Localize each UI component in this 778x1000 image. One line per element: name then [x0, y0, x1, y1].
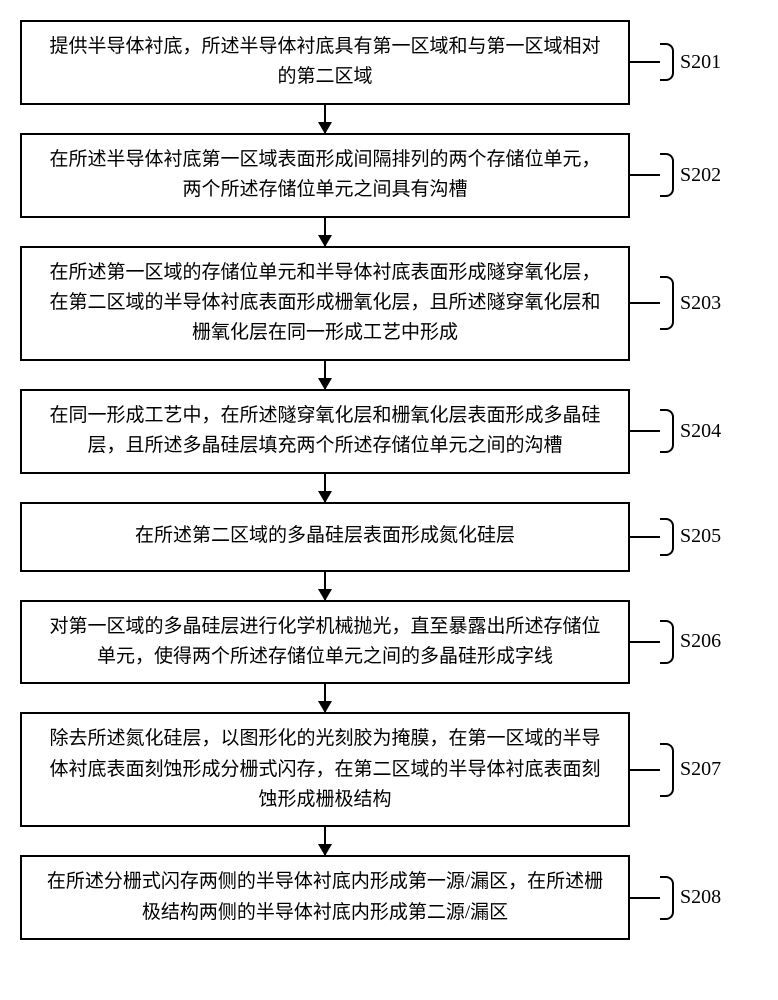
connector-bracket	[660, 409, 674, 453]
flowchart-step: 除去所述氮化硅层，以图形化的光刻胶为掩膜，在第一区域的半导体衬底表面刻蚀形成分栅…	[20, 712, 758, 827]
flowchart-step: 在所述半导体衬底第一区域表面形成间隔排列的两个存储位单元，两个所述存储位单元之间…	[20, 133, 758, 218]
step-connector: S208	[630, 876, 721, 920]
step-label: S206	[674, 630, 721, 653]
flowchart-container: 提供半导体衬底，所述半导体衬底具有第一区域和与第一区域相对的第二区域 S201 在所…	[20, 20, 758, 940]
step-box: 提供半导体衬底，所述半导体衬底具有第一区域和与第一区域相对的第二区域	[20, 20, 630, 105]
arrow-wrap	[20, 684, 630, 712]
arrow-wrap	[20, 361, 630, 389]
step-label: S203	[674, 292, 721, 315]
arrow-wrap	[20, 474, 630, 502]
arrow-down-icon	[324, 684, 326, 712]
connector-bracket	[660, 276, 674, 330]
connector-line	[630, 536, 660, 538]
step-box: 对第一区域的多晶硅层进行化学机械抛光，直至暴露出所述存储位单元，使得两个所述存储…	[20, 600, 630, 685]
arrow-down-icon	[324, 218, 326, 246]
flowchart-step: 在所述第一区域的存储位单元和半导体衬底表面形成隧穿氧化层，在第二区域的半导体衬底…	[20, 246, 758, 361]
arrow-wrap	[20, 827, 630, 855]
connector-line	[630, 897, 660, 899]
step-connector: S204	[630, 409, 721, 453]
connector-bracket	[660, 620, 674, 664]
step-box: 在所述第一区域的存储位单元和半导体衬底表面形成隧穿氧化层，在第二区域的半导体衬底…	[20, 246, 630, 361]
step-label: S202	[674, 164, 721, 187]
step-connector: S207	[630, 743, 721, 797]
step-label: S201	[674, 51, 721, 74]
step-box: 在所述半导体衬底第一区域表面形成间隔排列的两个存储位单元，两个所述存储位单元之间…	[20, 133, 630, 218]
step-connector: S205	[630, 518, 721, 556]
arrow-wrap	[20, 572, 630, 600]
flowchart-step: 在同一形成工艺中，在所述隧穿氧化层和栅氧化层表面形成多晶硅层，且所述多晶硅层填充…	[20, 389, 758, 474]
arrow-down-icon	[324, 105, 326, 133]
connector-line	[630, 61, 660, 63]
flowchart-step: 在所述第二区域的多晶硅层表面形成氮化硅层 S205	[20, 502, 758, 572]
step-box: 在所述第二区域的多晶硅层表面形成氮化硅层	[20, 502, 630, 572]
connector-bracket	[660, 876, 674, 920]
flowchart-step: 在所述分栅式闪存两侧的半导体衬底内形成第一源/漏区，在所述栅极结构两侧的半导体衬…	[20, 855, 758, 940]
arrow-wrap	[20, 218, 630, 246]
step-label: S205	[674, 525, 721, 548]
connector-line	[630, 769, 660, 771]
flowchart-step: 提供半导体衬底，所述半导体衬底具有第一区域和与第一区域相对的第二区域 S201	[20, 20, 758, 105]
step-box: 在所述分栅式闪存两侧的半导体衬底内形成第一源/漏区，在所述栅极结构两侧的半导体衬…	[20, 855, 630, 940]
connector-bracket	[660, 43, 674, 81]
step-connector: S201	[630, 43, 721, 81]
connector-line	[630, 641, 660, 643]
arrow-down-icon	[324, 827, 326, 855]
step-connector: S202	[630, 153, 721, 197]
connector-line	[630, 430, 660, 432]
step-label: S208	[674, 886, 721, 909]
arrow-down-icon	[324, 572, 326, 600]
connector-line	[630, 302, 660, 304]
step-connector: S206	[630, 620, 721, 664]
connector-bracket	[660, 153, 674, 197]
step-box: 除去所述氮化硅层，以图形化的光刻胶为掩膜，在第一区域的半导体衬底表面刻蚀形成分栅…	[20, 712, 630, 827]
connector-bracket	[660, 743, 674, 797]
step-label: S207	[674, 758, 721, 781]
connector-line	[630, 174, 660, 176]
arrow-down-icon	[324, 361, 326, 389]
connector-bracket	[660, 518, 674, 556]
arrow-wrap	[20, 105, 630, 133]
step-label: S204	[674, 420, 721, 443]
step-box: 在同一形成工艺中，在所述隧穿氧化层和栅氧化层表面形成多晶硅层，且所述多晶硅层填充…	[20, 389, 630, 474]
flowchart-step: 对第一区域的多晶硅层进行化学机械抛光，直至暴露出所述存储位单元，使得两个所述存储…	[20, 600, 758, 685]
step-connector: S203	[630, 276, 721, 330]
arrow-down-icon	[324, 474, 326, 502]
